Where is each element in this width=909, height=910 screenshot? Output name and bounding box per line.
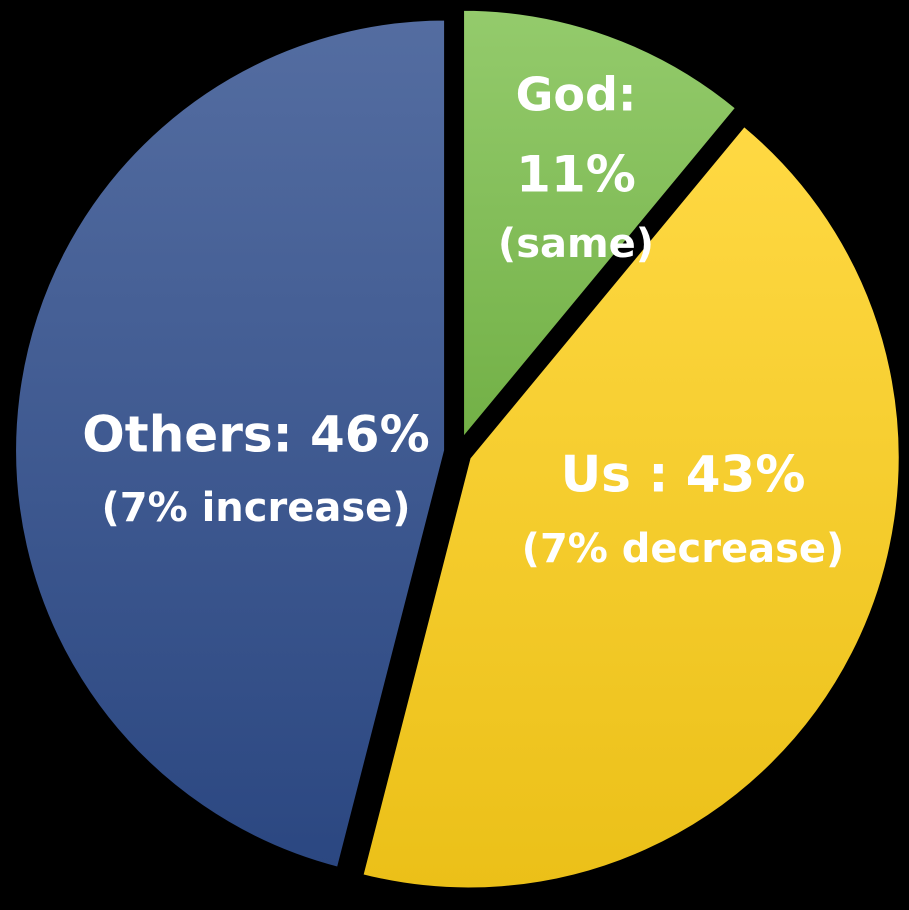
- labels-layer: God: 11% (same) Us : 43% (7% decrease) Others…: [82, 68, 844, 573]
- slice-label-others-line-2: (7% increase): [101, 485, 410, 531]
- slice-label-god-line-1: God:: [516, 68, 637, 122]
- slices-layer: [12, 6, 903, 892]
- slice-label-others-line-1: Others: 46%: [82, 406, 429, 464]
- slice-label-us-line-1: Us : 43%: [561, 446, 806, 504]
- slice-label-us-line-2: (7% decrease): [522, 526, 845, 572]
- slice-label-god-line-2: 11%: [516, 146, 636, 204]
- slice-label-god-line-3: (same): [498, 221, 654, 267]
- pie-slice-us: [358, 121, 903, 892]
- pie-slice-others: [12, 16, 449, 872]
- pie-slice-god: [460, 6, 741, 447]
